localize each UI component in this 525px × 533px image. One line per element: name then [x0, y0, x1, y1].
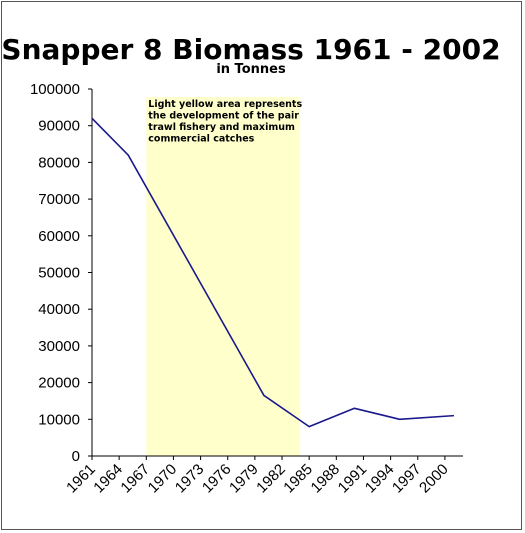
x-tick-label: 1973 [172, 461, 208, 497]
x-tick-label: 1991 [335, 461, 371, 497]
y-tick-label: 100000 [30, 81, 80, 98]
x-tick-label: 1967 [118, 461, 154, 497]
y-tick-label: 30000 [38, 338, 80, 355]
chart-subtitle: in Tonnes [216, 62, 286, 77]
x-tick-label: 1997 [389, 461, 425, 497]
highlight-band [146, 97, 301, 456]
annotation-line: the development of the pair [148, 111, 299, 122]
annotation-line: trawl fishery and maximum [148, 122, 295, 133]
annotation-line: commercial catches [148, 134, 254, 145]
x-axis-ticks: 1961196419671970197319761979198219851988… [63, 456, 452, 496]
y-tick-label: 20000 [38, 375, 80, 392]
x-tick-label: 1988 [308, 461, 344, 497]
y-tick-label: 40000 [38, 301, 80, 318]
chart-title: Snapper 8 Biomass 1961 - 2002 [1, 33, 500, 66]
x-tick-label: 1985 [280, 461, 316, 497]
y-tick-label: 90000 [38, 118, 80, 135]
y-tick-label: 10000 [38, 411, 80, 428]
x-tick-label: 1970 [145, 461, 181, 497]
x-tick-label: 2000 [416, 461, 452, 497]
y-tick-label: 0 [72, 448, 80, 465]
y-tick-label: 80000 [38, 154, 80, 171]
x-tick-label: 1979 [226, 461, 262, 497]
y-tick-label: 60000 [38, 228, 80, 245]
x-tick-label: 1994 [362, 461, 398, 497]
y-axis-ticks: 0 10000 20000 30000 40000 50000 60000 70000 8000… [30, 81, 92, 465]
x-tick-label: 1964 [90, 461, 126, 497]
x-tick-label: 1976 [199, 461, 235, 497]
biomass-series-line [91, 117, 455, 428]
y-tick-label: 50000 [38, 265, 80, 282]
x-tick-label: 1961 [63, 461, 99, 497]
annotation-line: Light yellow area represents [148, 99, 302, 110]
x-tick-label: 1982 [253, 461, 289, 497]
y-tick-label: 70000 [38, 191, 80, 208]
series-layer [91, 117, 455, 428]
